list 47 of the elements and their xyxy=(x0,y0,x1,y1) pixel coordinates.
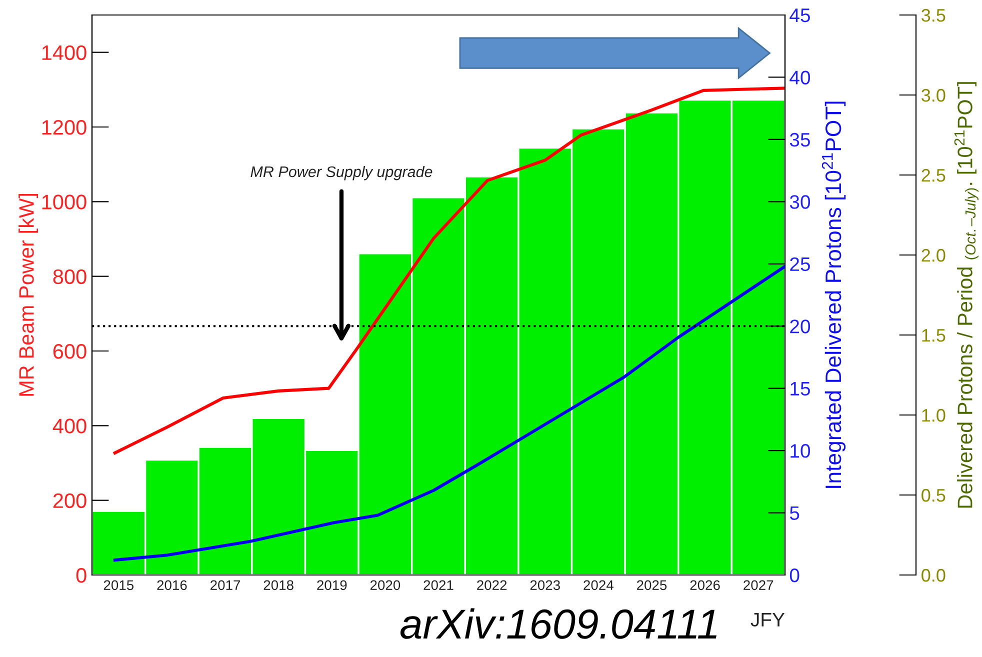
x-tick-label: 2023 xyxy=(530,580,560,590)
x-axis-title: JFY xyxy=(750,612,785,627)
y2-tick-label: 10 xyxy=(790,444,810,458)
x-tick-label: 2019 xyxy=(317,580,347,590)
x-tick-label: 2022 xyxy=(477,580,507,590)
x-tick-label: 2016 xyxy=(157,580,187,590)
y3-tick-label: 0.0 xyxy=(922,568,946,582)
line-series xyxy=(113,86,785,454)
y2-tick-label: 20 xyxy=(790,320,810,334)
y3-tick-label: 1.5 xyxy=(922,329,946,342)
y-tick-label: 400 xyxy=(52,418,86,434)
x-tick-label: 2015 xyxy=(104,580,134,590)
x-tick-label: 2017 xyxy=(210,580,240,590)
y2-tick-label: 5 xyxy=(790,506,800,520)
y3-tick-label: 3.0 xyxy=(922,88,946,102)
annotation: MR Power Supply upgrade xyxy=(250,166,432,180)
y-tick-label: 1200 xyxy=(42,120,86,135)
x-tick-label: 2024 xyxy=(584,580,614,590)
y2-tick-label: 0 xyxy=(790,568,800,582)
y3-tick-label: 3.5 xyxy=(922,8,946,22)
y3-tick-label: 1.0 xyxy=(922,408,946,422)
y-tick-label: 1000 xyxy=(42,194,86,210)
text: arXiv:1609.04111 xyxy=(400,608,716,639)
y2-tick-label: 30 xyxy=(790,195,810,209)
x-tick-label: 2021 xyxy=(424,580,454,590)
y3-tick-label: 0.5 xyxy=(922,488,946,502)
y-tick-label: 200 xyxy=(53,493,86,508)
y-tick-label: 800 xyxy=(53,269,86,284)
y-axis-title: MR Beam Power [kW] xyxy=(18,194,38,396)
y-tick-label: 600 xyxy=(53,344,86,359)
x-tick-label: 2025 xyxy=(636,580,667,590)
y-tick-label: 0 xyxy=(76,568,86,583)
line-series xyxy=(113,264,785,562)
x-tick-label: 2020 xyxy=(370,580,400,590)
x-tick-label: 2027 xyxy=(744,580,774,590)
y3-tick-label: 2.5 xyxy=(922,168,946,182)
y2-tick-label: 45 xyxy=(790,8,810,22)
y2-tick-label: 25 xyxy=(790,257,810,272)
x-tick-label: 2018 xyxy=(264,580,294,590)
y2-tick-label: 40 xyxy=(790,70,810,84)
y3-tick-label: 2.0 xyxy=(922,248,946,262)
y2-tick-label: 15 xyxy=(790,382,810,396)
y-tick-label: 1400 xyxy=(42,45,86,60)
x-tick-label: 2026 xyxy=(690,580,720,590)
y2-axis-title: Integrated Delivered Protons [10$^{21}$POT] xyxy=(822,102,846,488)
y3-axis-title: Delivered Protons / Period $_{(Oct.–July)}$. [10$^{21}$POT] xyxy=(954,82,979,508)
y2-tick-label: 35 xyxy=(790,132,810,147)
